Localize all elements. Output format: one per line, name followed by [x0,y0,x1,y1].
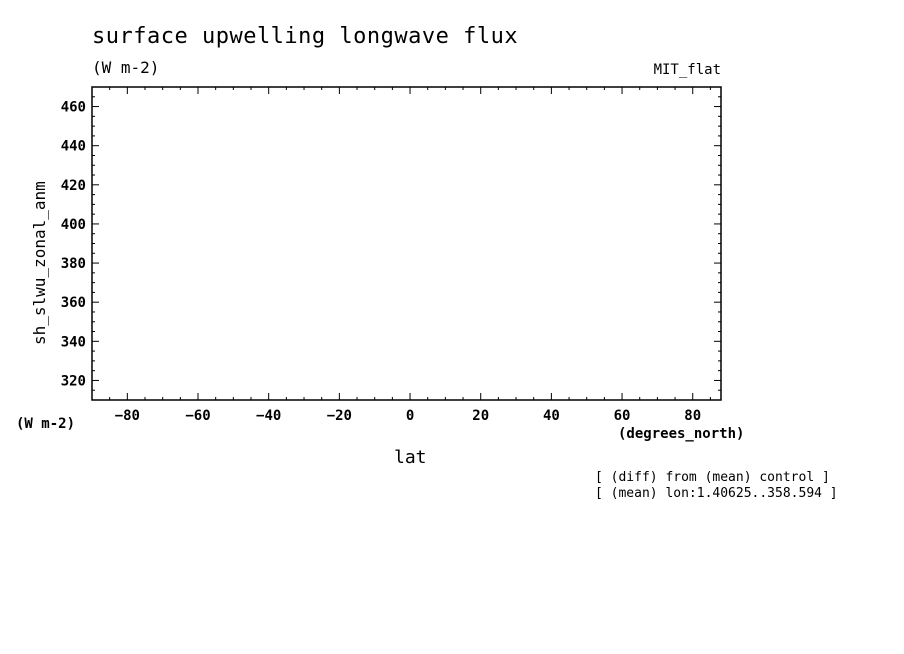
y-tick-label: 460 [61,100,86,116]
x-axis-units: (degrees_north) [618,426,745,442]
x-tick-label: 40 [543,408,560,424]
y-tick-label: 320 [61,373,86,389]
y-tick-label: 340 [61,334,86,350]
y-tick-label: 400 [61,217,86,233]
note-diff: [ (diff) from (mean) control ] [595,470,830,485]
x-tick-label: 20 [472,408,489,424]
x-tick-label: 60 [614,408,631,424]
chart-units: (W m-2) [92,58,160,77]
y-tick-label: 380 [61,256,86,272]
x-tick-label: 0 [406,408,414,424]
x-tick-label: 80 [684,408,701,424]
note-mean: [ (mean) lon:1.40625..358.594 ] [595,486,838,501]
y-axis-units: (W m-2) [16,416,76,432]
chart-title: surface upwelling longwave flux [92,24,519,49]
x-tick-label: −40 [256,408,281,424]
y-tick-label: 420 [61,178,86,194]
y-tick-label: 440 [61,139,86,155]
y-tick-label: 360 [61,295,86,311]
plot-frame [91,86,722,401]
axis-ticks: −80 −60 −40 −20 0 20 40 60 80 320 340 360 380 400 420 4… [61,87,721,424]
dataset-label: MIT_flat [653,62,721,78]
x-tick-label: −20 [327,408,352,424]
x-axis-label: lat [394,447,427,468]
x-tick-label: −80 [115,408,140,424]
x-tick-label: −60 [185,408,210,424]
